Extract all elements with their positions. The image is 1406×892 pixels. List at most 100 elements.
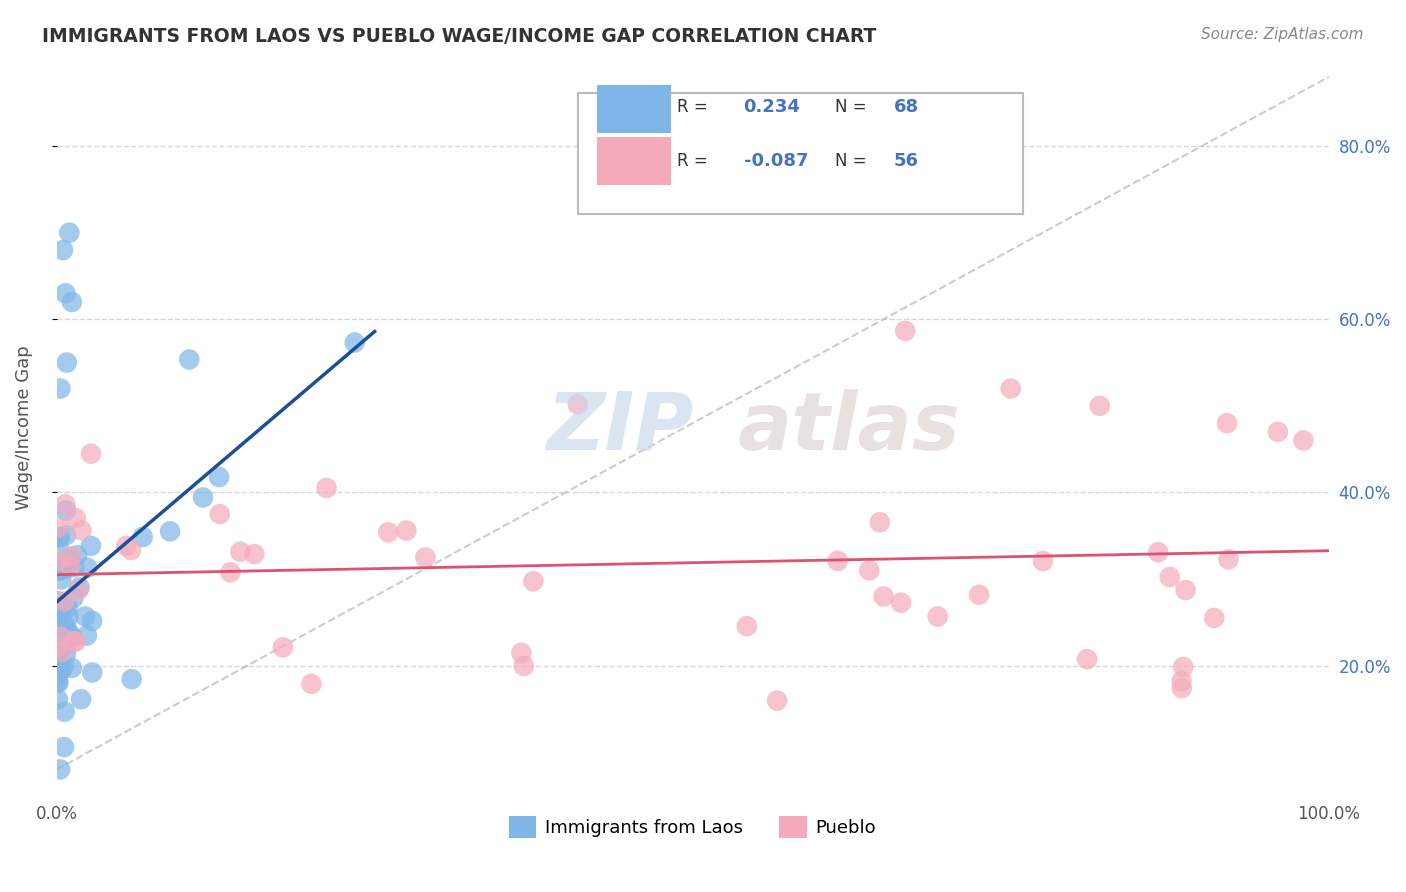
Point [80, 447, 103, 461]
Point [1216, 416, 1239, 430]
Point [55, 647, 77, 661]
Point [56, 355, 79, 369]
Point [858, 564, 880, 578]
Point [49, 630, 72, 644]
Point [1218, 552, 1240, 566]
Point [75, 609, 97, 624]
Point [55, 286, 77, 301]
Point [48, 520, 70, 534]
Point [377, 525, 399, 540]
Point [59, 558, 82, 573]
Point [1076, 652, 1098, 666]
Point [70, 524, 93, 538]
Point [49, 382, 72, 396]
Point [1174, 582, 1197, 597]
Point [80, 539, 103, 553]
Point [49, 763, 72, 777]
Point [46, 605, 69, 619]
Point [55, 528, 77, 542]
Point [62, 591, 84, 605]
Point [53, 594, 76, 608]
Text: ZIP: ZIP [547, 389, 693, 467]
Text: R =: R = [678, 98, 709, 117]
Point [52, 243, 75, 257]
Point [890, 596, 912, 610]
Point [46, 692, 69, 706]
Point [53, 705, 76, 719]
Point [70, 692, 93, 706]
Point [894, 324, 917, 338]
Point [513, 659, 536, 673]
Point [1159, 570, 1181, 584]
Point [315, 481, 337, 495]
Point [1147, 545, 1170, 559]
Text: N =: N = [835, 98, 868, 117]
FancyBboxPatch shape [598, 86, 671, 133]
Point [1292, 434, 1315, 448]
Point [51, 599, 73, 614]
Point [49, 623, 72, 637]
Text: R =: R = [678, 153, 709, 170]
Point [55, 632, 77, 646]
Point [60, 630, 83, 644]
Point [52, 740, 75, 755]
Point [46, 668, 69, 682]
Point [46, 594, 69, 608]
Point [927, 609, 949, 624]
Point [49, 601, 72, 615]
Point [46, 675, 69, 690]
Point [1088, 399, 1111, 413]
Point [53, 633, 76, 648]
Point [219, 566, 242, 580]
Point [967, 588, 990, 602]
Point [243, 547, 266, 561]
Point [415, 550, 437, 565]
Point [58, 626, 80, 640]
Point [58, 226, 80, 240]
Point [51, 573, 73, 587]
Point [132, 530, 155, 544]
Point [48, 656, 70, 670]
Point [46, 674, 69, 689]
Point [179, 352, 201, 367]
Point [48, 606, 70, 620]
Point [208, 507, 231, 521]
Point [51, 645, 73, 659]
Point [120, 543, 142, 558]
Point [115, 539, 138, 553]
Point [82, 614, 104, 628]
Point [55, 561, 77, 575]
Point [76, 628, 98, 642]
Text: IMMIGRANTS FROM LAOS VS PUEBLO WAGE/INCOME GAP CORRELATION CHART: IMMIGRANTS FROM LAOS VS PUEBLO WAGE/INCO… [42, 27, 876, 45]
Point [46, 643, 69, 657]
Point [395, 524, 418, 538]
Point [53, 658, 76, 673]
Text: 56: 56 [894, 153, 918, 170]
Point [1170, 681, 1192, 696]
Point [62, 634, 84, 648]
Point [58, 609, 80, 624]
Point [869, 516, 891, 530]
Point [46, 530, 69, 544]
Point [65, 511, 87, 525]
Point [63, 560, 86, 574]
Point [48, 542, 70, 557]
Point [59, 551, 82, 566]
Text: Source: ZipAtlas.com: Source: ZipAtlas.com [1201, 27, 1364, 42]
Point [510, 646, 533, 660]
Point [271, 640, 294, 655]
Point [69, 581, 91, 595]
Point [567, 397, 589, 411]
Point [48, 650, 70, 665]
Point [55, 620, 77, 634]
FancyBboxPatch shape [578, 93, 1024, 214]
Point [872, 590, 894, 604]
Point [46, 554, 69, 568]
Point [66, 548, 89, 562]
Point [48, 629, 70, 643]
Point [52, 640, 75, 654]
Point [82, 665, 104, 680]
Point [53, 497, 76, 511]
Point [56, 600, 79, 615]
Point [51, 562, 73, 576]
